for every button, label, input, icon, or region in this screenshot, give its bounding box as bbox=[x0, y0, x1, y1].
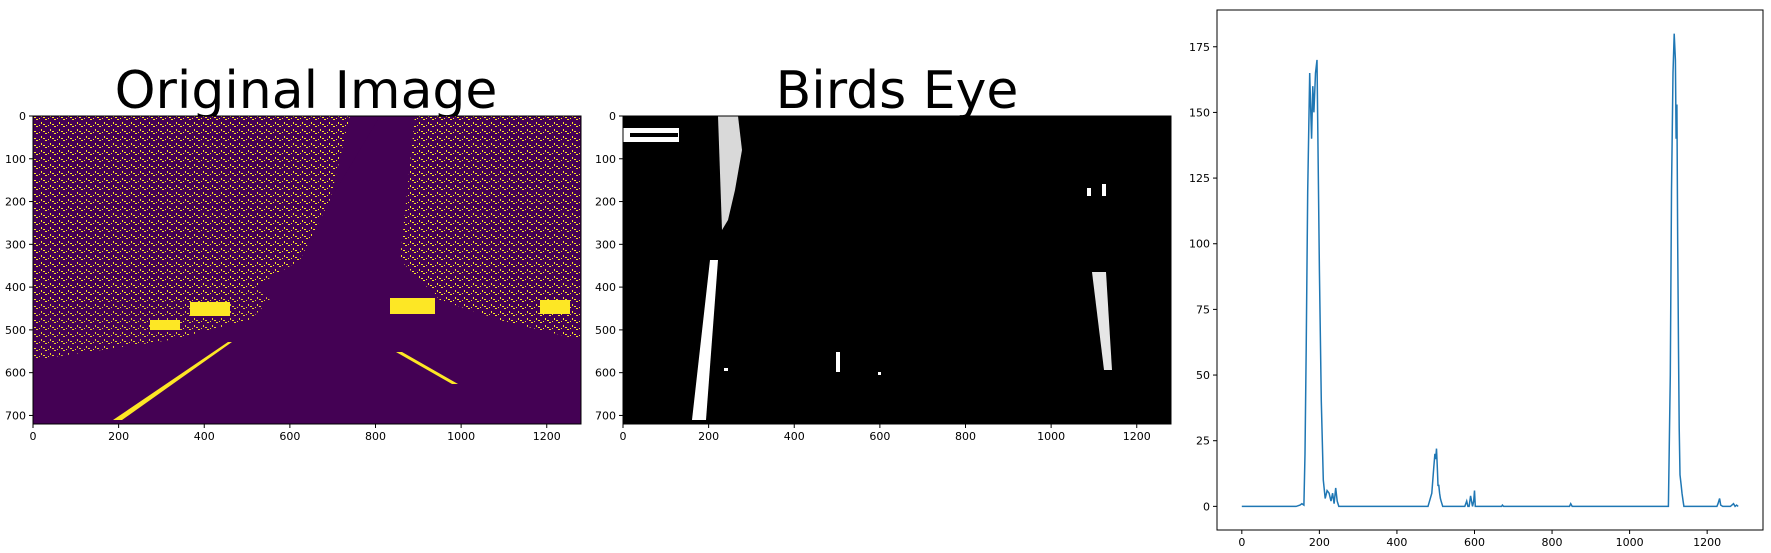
panel-original-image: Original Image bbox=[33, 61, 581, 424]
ytick-label-histogram: 125 bbox=[1189, 172, 1210, 185]
ytick-label-original: 500 bbox=[5, 324, 26, 337]
ytick-label-birdseye: 300 bbox=[595, 238, 616, 251]
ytick-label-birdseye: 200 bbox=[595, 196, 616, 209]
xtick-label-histogram: 200 bbox=[1309, 536, 1330, 549]
xtick-label-original: 1200 bbox=[533, 430, 561, 443]
xtick-label-original: 800 bbox=[365, 430, 386, 443]
axes-frame-original bbox=[32, 115, 582, 425]
ytick-label-birdseye: 0 bbox=[609, 110, 616, 123]
ytick-label-birdseye: 100 bbox=[595, 153, 616, 166]
ytick-label-original: 0 bbox=[19, 110, 26, 123]
histogram-plot-area bbox=[1216, 9, 1764, 531]
xtick-label-histogram: 0 bbox=[1238, 536, 1245, 549]
ytick-label-histogram: 75 bbox=[1196, 303, 1210, 316]
ytick-label-birdseye: 400 bbox=[595, 281, 616, 294]
birds-eye-raster bbox=[623, 116, 1171, 424]
xtick-label-histogram: 600 bbox=[1464, 536, 1485, 549]
ytick-label-histogram: 0 bbox=[1203, 500, 1210, 513]
xtick-label-birdseye: 400 bbox=[784, 430, 805, 443]
original-image-raster bbox=[33, 116, 581, 424]
xtick-label-original: 200 bbox=[108, 430, 129, 443]
xtick-label-histogram: 800 bbox=[1542, 536, 1563, 549]
xtick-label-birdseye: 0 bbox=[620, 430, 627, 443]
xtick-label-histogram: 1200 bbox=[1693, 536, 1721, 549]
xtick-label-birdseye: 200 bbox=[698, 430, 719, 443]
ytick-label-original: 200 bbox=[5, 196, 26, 209]
ytick-label-original: 700 bbox=[5, 409, 26, 422]
ytick-label-histogram: 25 bbox=[1196, 435, 1210, 448]
xtick-label-histogram: 400 bbox=[1386, 536, 1407, 549]
xtick-label-original: 400 bbox=[194, 430, 215, 443]
panel-histogram bbox=[1216, 9, 1764, 531]
ytick-label-birdseye: 600 bbox=[595, 367, 616, 380]
xtick-label-birdseye: 1000 bbox=[1037, 430, 1065, 443]
title-original-image: Original Image bbox=[115, 61, 498, 121]
ytick-label-original: 600 bbox=[5, 367, 26, 380]
xtick-label-original: 1000 bbox=[447, 430, 475, 443]
ytick-label-original: 100 bbox=[5, 153, 26, 166]
ytick-label-original: 400 bbox=[5, 281, 26, 294]
title-birds-eye: Birds Eye bbox=[776, 61, 1019, 121]
ytick-label-histogram: 100 bbox=[1189, 238, 1210, 251]
xtick-label-histogram: 1000 bbox=[1616, 536, 1644, 549]
ytick-label-histogram: 50 bbox=[1196, 369, 1210, 382]
xtick-label-original: 0 bbox=[30, 430, 37, 443]
xtick-label-birdseye: 800 bbox=[955, 430, 976, 443]
axes-ticks: 0 200 400 600 800 1000 12000100200300400500600… bbox=[5, 41, 1721, 549]
xtick-label-birdseye: 1200 bbox=[1123, 430, 1151, 443]
panel-birds-eye: Birds Eye bbox=[623, 61, 1171, 424]
ytick-label-birdseye: 500 bbox=[595, 324, 616, 337]
ytick-label-histogram: 150 bbox=[1189, 106, 1210, 119]
ytick-label-birdseye: 700 bbox=[595, 409, 616, 422]
xtick-label-original: 600 bbox=[279, 430, 300, 443]
ytick-label-histogram: 175 bbox=[1189, 41, 1210, 54]
axes-frame-birdseye bbox=[622, 115, 1172, 425]
ytick-label-original: 300 bbox=[5, 238, 26, 251]
xtick-label-birdseye: 600 bbox=[869, 430, 890, 443]
histogram-line bbox=[1241, 33, 1739, 508]
